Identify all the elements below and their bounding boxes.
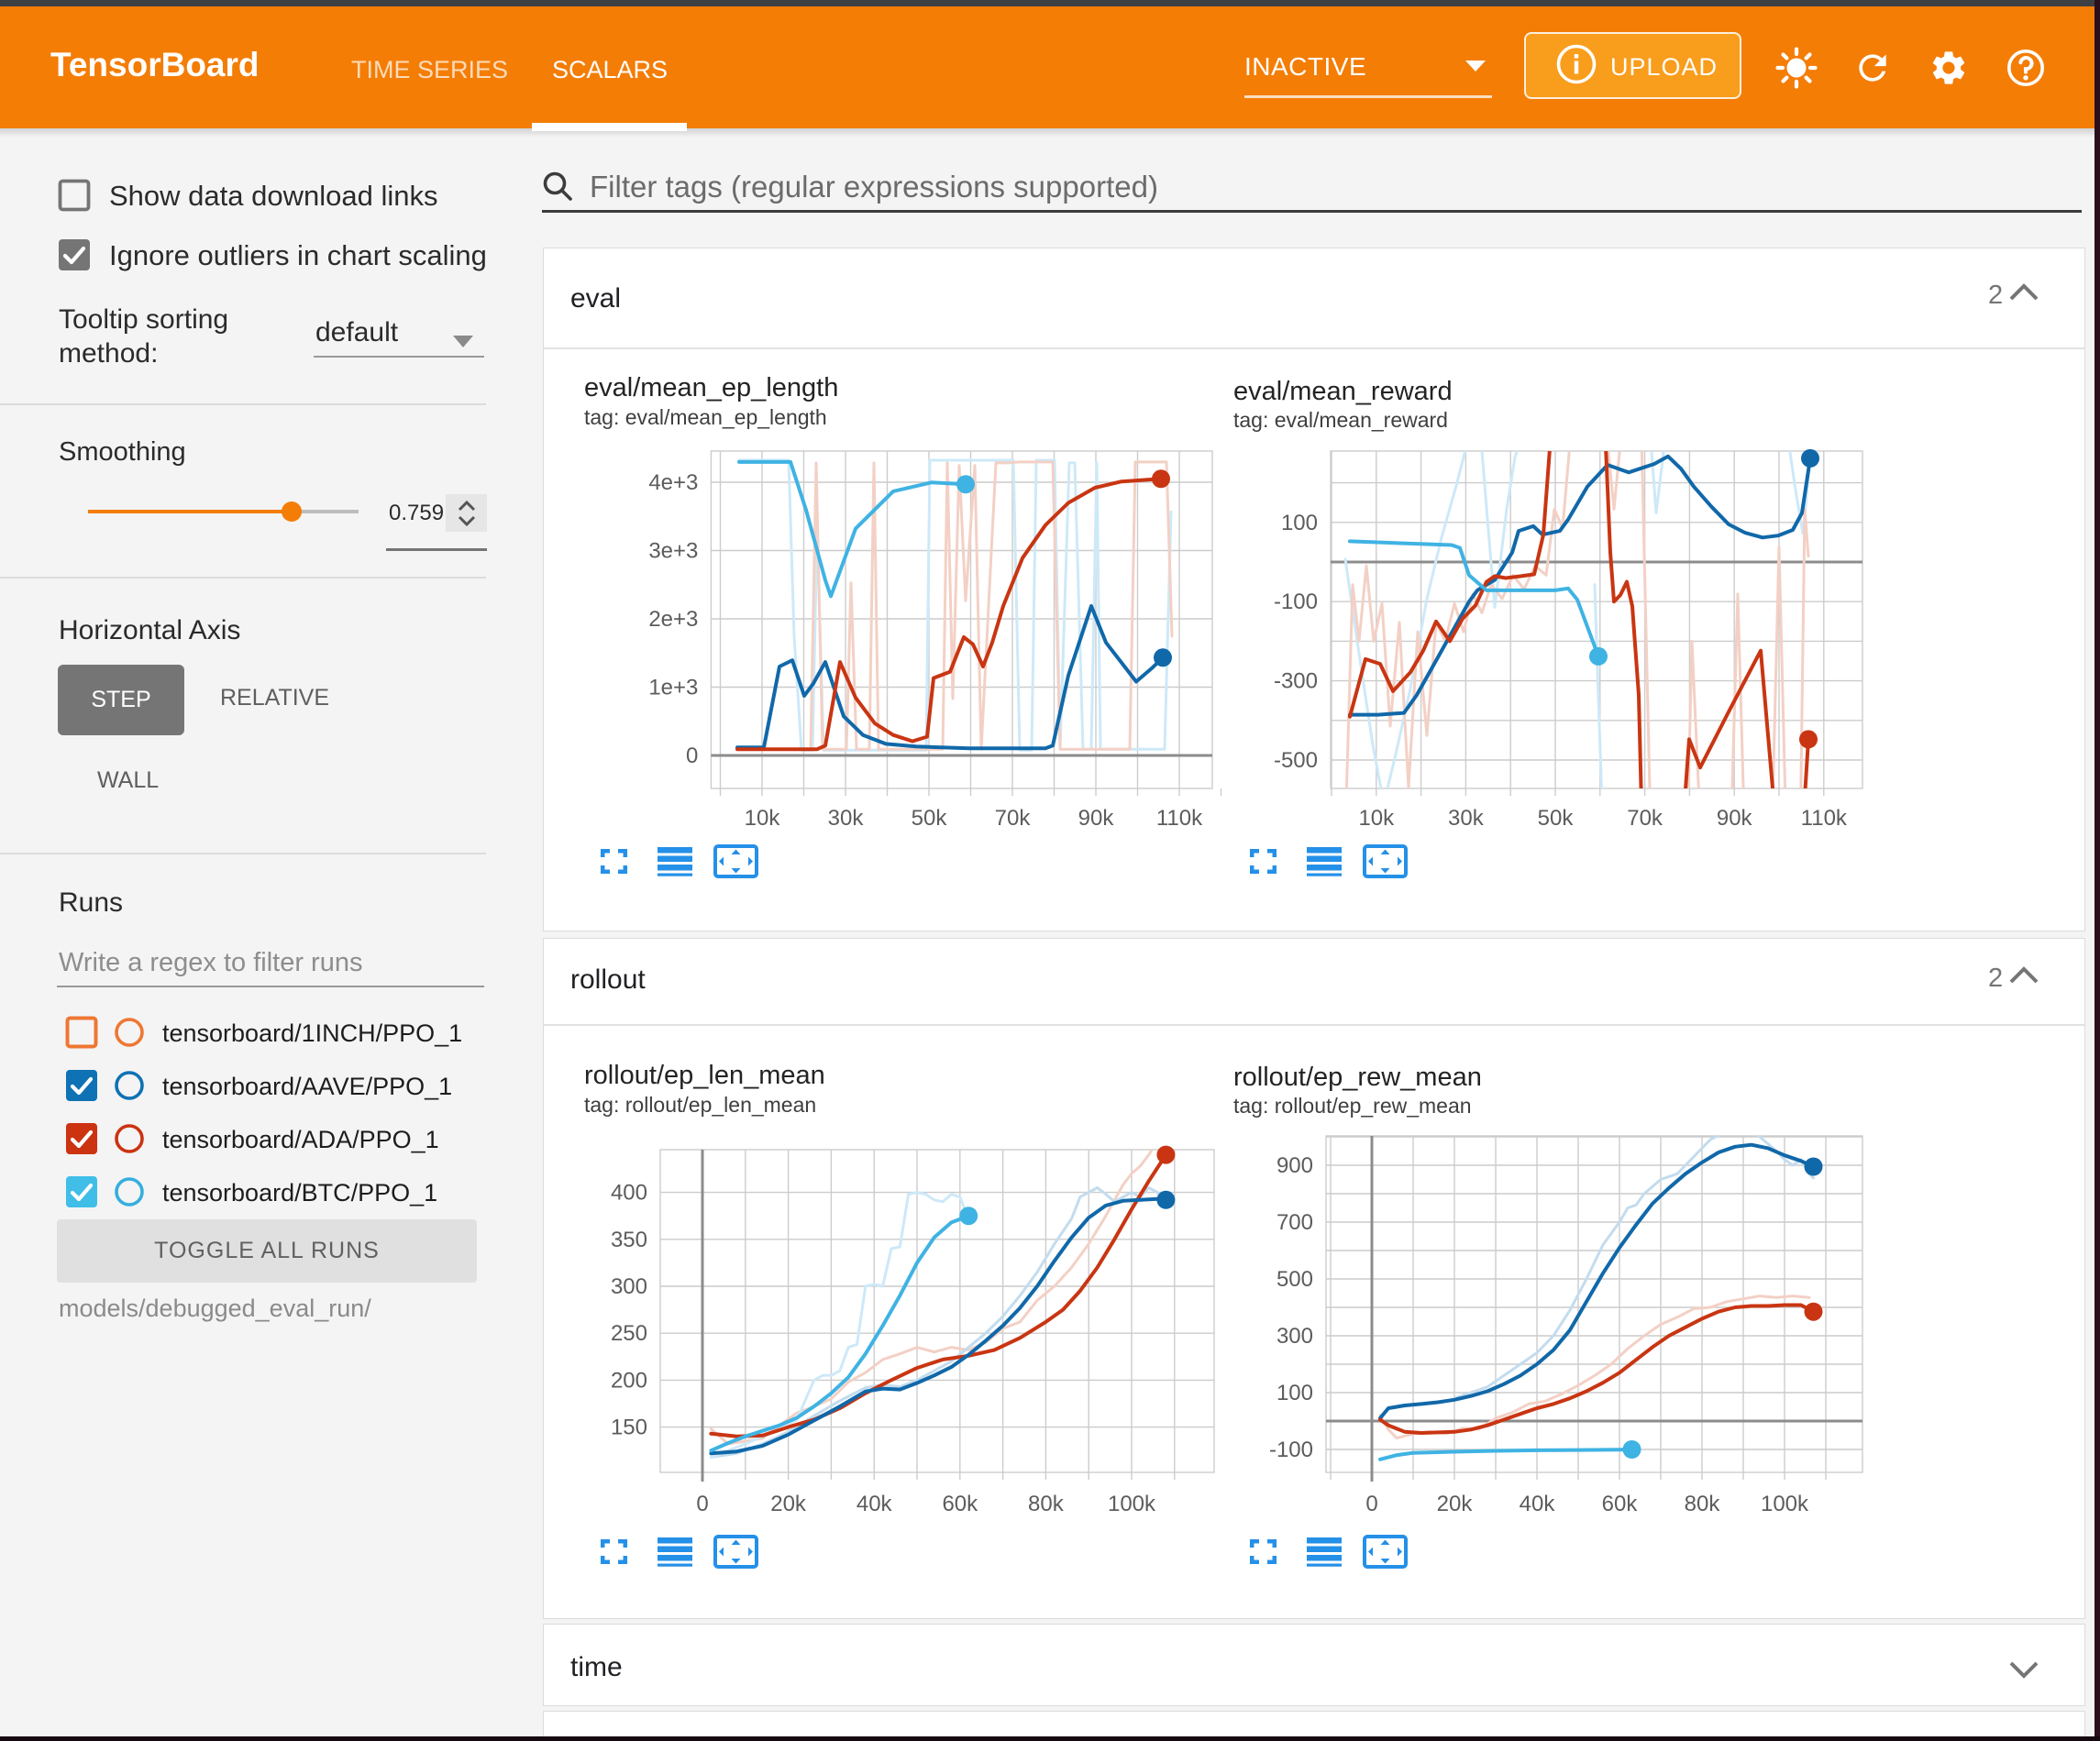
svg-text:100: 100	[1277, 1381, 1313, 1405]
svg-text:400: 400	[611, 1181, 647, 1206]
svg-text:60k: 60k	[942, 1492, 978, 1516]
svg-text:-500: -500	[1274, 748, 1318, 773]
svg-text:0: 0	[1365, 1492, 1377, 1516]
svg-text:350: 350	[611, 1228, 647, 1252]
svg-text:110k: 110k	[1156, 806, 1203, 831]
svg-text:4e+3: 4e+3	[648, 470, 698, 495]
svg-text:700: 700	[1277, 1210, 1313, 1235]
svg-text:40k: 40k	[857, 1492, 893, 1516]
svg-text:90k: 90k	[1717, 806, 1753, 831]
svg-text:0: 0	[696, 1492, 708, 1516]
svg-text:100: 100	[1281, 511, 1318, 535]
svg-text:150: 150	[611, 1416, 647, 1440]
svg-text:10k: 10k	[745, 806, 781, 831]
svg-text:70k: 70k	[1627, 806, 1663, 831]
svg-text:eval/mean_reward: eval/mean_reward	[1233, 377, 1453, 406]
svg-text:1e+3: 1e+3	[648, 676, 698, 700]
svg-text:30k: 30k	[828, 806, 865, 831]
svg-text:eval/mean_ep_length: eval/mean_ep_length	[584, 373, 838, 402]
svg-text:100k: 100k	[1108, 1492, 1156, 1516]
svg-text:20k: 20k	[770, 1492, 807, 1516]
svg-text:40k: 40k	[1520, 1492, 1556, 1516]
svg-text:tag: eval/mean_reward: tag: eval/mean_reward	[1233, 408, 1448, 432]
svg-text:70k: 70k	[995, 806, 1032, 831]
svg-text:2e+3: 2e+3	[648, 607, 698, 632]
svg-text:80k: 80k	[1685, 1492, 1721, 1516]
svg-text:200: 200	[611, 1368, 647, 1393]
svg-text:30k: 30k	[1448, 806, 1485, 831]
svg-text:rollout/ep_rew_mean: rollout/ep_rew_mean	[1233, 1063, 1482, 1092]
svg-text:-300: -300	[1274, 669, 1318, 694]
svg-text:80k: 80k	[1028, 1492, 1065, 1516]
svg-text:500: 500	[1277, 1267, 1313, 1292]
svg-text:110k: 110k	[1801, 806, 1848, 831]
svg-text:10k: 10k	[1358, 806, 1395, 831]
svg-text:tag: rollout/ep_len_mean: tag: rollout/ep_len_mean	[584, 1093, 816, 1117]
svg-text:tag: eval/mean_ep_length: tag: eval/mean_ep_length	[584, 405, 827, 429]
svg-text:300: 300	[611, 1274, 647, 1299]
svg-text:250: 250	[611, 1321, 647, 1346]
svg-text:50k: 50k	[912, 806, 948, 831]
svg-text:3e+3: 3e+3	[648, 539, 698, 564]
svg-text:90k: 90k	[1078, 806, 1115, 831]
svg-text:-100: -100	[1269, 1438, 1313, 1462]
svg-text:300: 300	[1277, 1324, 1313, 1349]
svg-text:900: 900	[1277, 1153, 1313, 1178]
svg-text:0: 0	[686, 744, 698, 768]
svg-text:100k: 100k	[1761, 1492, 1809, 1516]
svg-text:60k: 60k	[1602, 1492, 1639, 1516]
svg-text:20k: 20k	[1437, 1492, 1474, 1516]
svg-text:-100: -100	[1274, 590, 1318, 614]
svg-text:tag: rollout/ep_rew_mean: tag: rollout/ep_rew_mean	[1233, 1094, 1472, 1118]
svg-text:rollout/ep_len_mean: rollout/ep_len_mean	[584, 1061, 825, 1090]
svg-text:50k: 50k	[1538, 806, 1575, 831]
